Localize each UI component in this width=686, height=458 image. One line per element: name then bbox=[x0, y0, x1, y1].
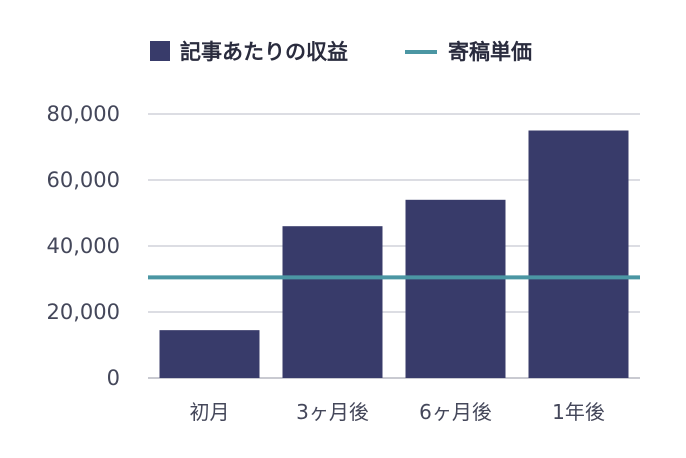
x-tick-label: 3ヶ月後 bbox=[296, 400, 369, 424]
bar-2 bbox=[282, 226, 383, 378]
x-tick-label: 6ヶ月後 bbox=[419, 400, 492, 424]
bars bbox=[159, 130, 629, 378]
x-tick-label: 初月 bbox=[190, 400, 230, 424]
y-tick-label: 20,000 bbox=[47, 300, 120, 324]
y-tick-label: 80,000 bbox=[47, 102, 120, 126]
legend: 記事あたりの収益 寄稿単価 bbox=[150, 40, 532, 64]
y-tick-label: 40,000 bbox=[47, 234, 120, 258]
x-tick-label: 1年後 bbox=[552, 400, 605, 424]
bar-4 bbox=[528, 130, 629, 378]
bar-3 bbox=[405, 199, 506, 378]
y-tick-label: 60,000 bbox=[47, 168, 120, 192]
bar-1 bbox=[159, 330, 260, 378]
legend-label-bar: 記事あたりの収益 bbox=[180, 40, 348, 64]
legend-swatch-bar bbox=[150, 41, 170, 61]
legend-label-line: 寄稿単価 bbox=[448, 40, 532, 64]
y-tick-label: 0 bbox=[107, 366, 120, 390]
x-axis: 初月 3ヶ月後 6ヶ月後 1年後 bbox=[190, 400, 605, 424]
y-axis: 0 20,000 40,000 60,000 80,000 bbox=[47, 102, 120, 390]
